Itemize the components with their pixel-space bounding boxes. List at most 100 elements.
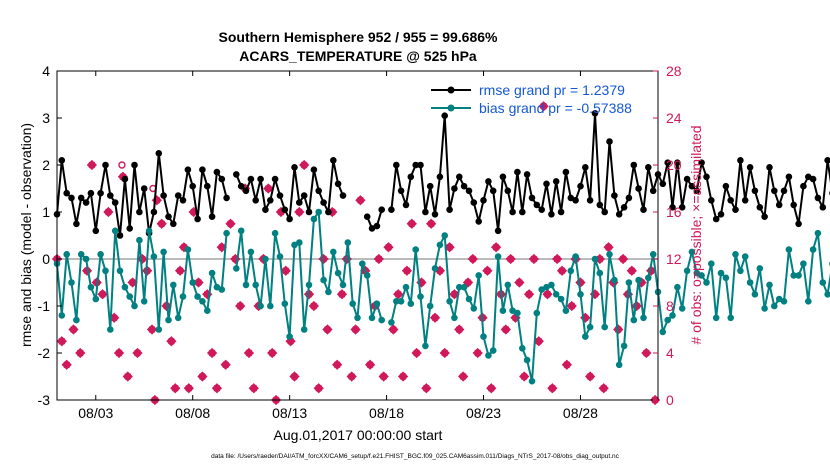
bias-point (746, 279, 754, 286)
bias-point (237, 227, 245, 235)
rmse-point (233, 171, 240, 178)
rmse-point (635, 185, 642, 192)
rmse-point (102, 161, 109, 169)
bias-point (485, 352, 492, 359)
bias-point (480, 333, 487, 340)
rmse-point (402, 201, 410, 209)
rmse-point (334, 180, 342, 188)
rmse-point (489, 187, 497, 195)
rmse-point (722, 182, 730, 190)
obs-assimilated-marker (350, 324, 361, 335)
obs-assimilated-marker (103, 206, 114, 218)
legend-bias-marker (447, 104, 455, 112)
obs-assimilated-marker (308, 300, 320, 312)
x-tick-label: 08/03 (78, 405, 113, 421)
rmse-point (577, 182, 584, 190)
plot-frame (56, 70, 659, 401)
rmse-point (330, 157, 337, 164)
obs-assimilated-marker (383, 242, 394, 253)
bias-point (286, 333, 293, 340)
rmse-point (218, 175, 226, 183)
rmse-point (640, 206, 647, 213)
bias-point (136, 236, 143, 244)
obs-assimilated-marker (490, 242, 502, 253)
bias-point (73, 316, 80, 324)
rmse-point (426, 182, 434, 190)
bias-point (388, 319, 395, 326)
obs-assimilated-marker (220, 359, 231, 370)
bias-point (489, 347, 497, 354)
obs-assimilated-marker (364, 359, 376, 370)
y2-tick-label: 16 (666, 204, 682, 220)
rmse-point (107, 192, 114, 199)
bias-point (659, 328, 667, 336)
obs-assimilated-marker (248, 383, 259, 394)
bias-point (305, 281, 313, 289)
rmse-point (625, 194, 633, 202)
bias-point (814, 229, 822, 237)
bias-point (727, 314, 734, 322)
obs-assimilated-marker (505, 253, 516, 265)
bias-point (456, 283, 463, 291)
bias-point (300, 326, 308, 333)
rmse-point (136, 208, 143, 216)
rmse-point (693, 187, 701, 195)
rmse-point (543, 180, 550, 188)
rmse-point (800, 182, 807, 190)
rmse-point (519, 208, 526, 216)
rmse-point (606, 138, 613, 145)
y2-tick-label: 28 (666, 63, 682, 79)
rmse-point (761, 213, 768, 220)
obs-assimilated-marker (322, 324, 333, 335)
obs-assimilated-marker (561, 359, 573, 370)
obs-assimilated-marker (378, 371, 389, 382)
rmse-point (368, 225, 376, 232)
y2-tick-label: 24 (666, 110, 682, 126)
bias-point (523, 356, 531, 364)
bias-point (121, 283, 129, 291)
rmse-point (809, 175, 817, 183)
bias-point (678, 305, 686, 312)
obs-assimilated-marker (533, 336, 544, 347)
rmse-point (586, 197, 594, 204)
obs-assimilated-marker (406, 218, 417, 229)
y-tick-label: 0 (42, 251, 50, 267)
obs-assimilated-marker (556, 265, 568, 276)
rmse-point (533, 201, 541, 209)
rmse-point (267, 197, 274, 204)
bias-point (722, 274, 730, 282)
obs-assimilated-marker (280, 265, 291, 276)
chart-subtitle: ACARS_TEMPERATURE @ 525 hPa (239, 48, 477, 64)
obs-assimilated-marker (86, 159, 98, 171)
rmse-point (683, 175, 691, 183)
obs-assimilated-marker (467, 253, 478, 265)
rmse-point (611, 192, 618, 199)
rmse-point (68, 194, 75, 202)
bias-point (247, 248, 255, 256)
rmse-point (140, 185, 148, 192)
y-tick-label: -3 (38, 392, 51, 408)
rmse-point (572, 197, 579, 204)
x-axis: 08/03 08/08 08/13 08/18 08/23 08/28 (78, 71, 598, 421)
obs-assimilated-marker (585, 371, 596, 382)
obs-assimilated-marker (519, 371, 530, 382)
bias-point (131, 302, 138, 310)
bias-point (223, 229, 230, 237)
x-tick-label: 08/23 (466, 405, 501, 421)
bias-point (557, 295, 565, 303)
rmse-point (708, 197, 715, 204)
rmse-point (412, 161, 420, 169)
obs-assimilated-marker (514, 277, 525, 288)
rmse-point (712, 215, 720, 223)
bias-point (242, 281, 250, 289)
rmse-point (417, 161, 424, 169)
rmse-point (204, 182, 211, 190)
obs-assimilated-marker (393, 289, 404, 300)
rmse-point (751, 187, 759, 195)
rmse-point (155, 150, 163, 157)
rmse-point (300, 192, 308, 199)
bias-point (330, 248, 337, 256)
bias-point (334, 269, 342, 277)
rmse-point (160, 192, 167, 199)
bias-point (577, 291, 584, 298)
